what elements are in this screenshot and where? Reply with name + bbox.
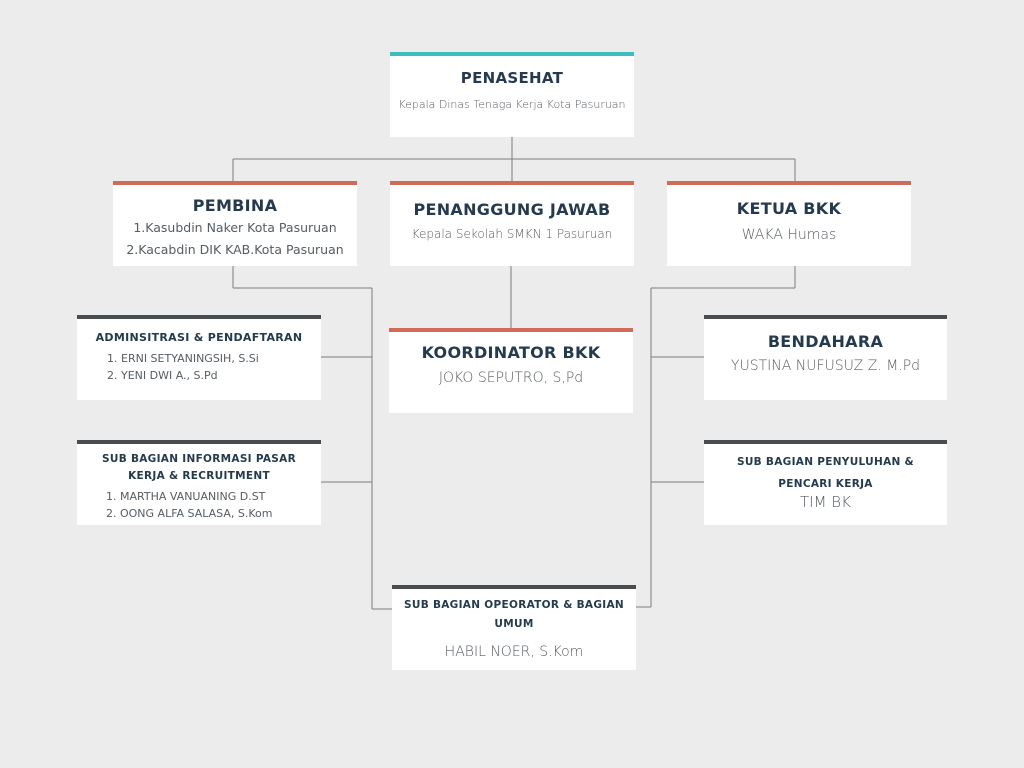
informasi-pasar-item: 1. MARTHA VANUANING D.ST bbox=[106, 490, 266, 503]
koordinator-bkk-box: KOORDINATOR BKK JOKO SEPUTRO, S,Pd bbox=[389, 328, 633, 413]
penanggung-jawab-title: PENANGGUNG JAWAB bbox=[413, 200, 611, 219]
koordinator-bkk-subtitle: JOKO SEPUTRO, S,Pd bbox=[438, 370, 584, 386]
administrasi-item: 2. YENI DWI A., S.Pd bbox=[107, 369, 218, 382]
informasi-pasar-box: SUB BAGIAN INFORMASI PASAR KERJA & RECRU… bbox=[77, 440, 321, 525]
penyuluhan-subtitle: TIM BK bbox=[800, 493, 851, 511]
operator-title: SUB BAGIAN OPEORATOR & BAGIAN UMUM bbox=[404, 599, 624, 630]
bendahara-title: BENDAHARA bbox=[767, 332, 884, 351]
administrasi-box: ADMINSITRASI & PENDAFTARAN 1. ERNI SETYA… bbox=[77, 315, 321, 400]
penasehat-subtitle: Kepala Dinas Tenaga Kerja Kota Pasuruan bbox=[398, 98, 626, 111]
informasi-pasar-title: SUB BAGIAN INFORMASI PASAR KERJA & RECRU… bbox=[102, 453, 296, 482]
informasi-pasar-list: 1. MARTHA VANUANING D.ST 2. OONG ALFA SA… bbox=[85, 488, 313, 522]
ketua-bkk-title: KETUA BKK bbox=[736, 199, 842, 218]
bendahara-subtitle: YUSTINA NUFUSUZ Z. M.Pd bbox=[730, 358, 921, 374]
pembina-box: PEMBINA 1.Kasubdin Naker Kota Pasuruan 2… bbox=[113, 181, 357, 266]
penanggung-jawab-subtitle: Kepala Sekolah SMKN 1 Pasuruan bbox=[411, 227, 613, 241]
pembina-list: 1.Kasubdin Naker Kota Pasuruan 2.Kacabdi… bbox=[113, 217, 357, 261]
penanggung-jawab-box: PENANGGUNG JAWAB Kepala Sekolah SMKN 1 P… bbox=[390, 181, 634, 266]
administrasi-item: 1. ERNI SETYANINGSIH, S.Si bbox=[107, 352, 259, 365]
ketua-bkk-box: KETUA BKK WAKA Humas bbox=[667, 181, 911, 266]
pembina-item: 1.Kasubdin Naker Kota Pasuruan bbox=[133, 220, 337, 235]
operator-box: SUB BAGIAN OPEORATOR & BAGIAN UMUM HABIL… bbox=[392, 585, 636, 670]
penyuluhan-title: SUB BAGIAN PENYULUHAN & PENCARI KERJA bbox=[736, 456, 914, 490]
bendahara-box: BENDAHARA YUSTINA NUFUSUZ Z. M.Pd bbox=[704, 315, 947, 400]
penasehat-box: PENASEHAT Kepala Dinas Tenaga Kerja Kota… bbox=[390, 52, 634, 137]
penasehat-title: PENASEHAT bbox=[460, 69, 564, 87]
administrasi-list: 1. ERNI SETYANINGSIH, S.Si 2. YENI DWI A… bbox=[77, 350, 321, 384]
pembina-item: 2.Kacabdin DIK KAB.Kota Pasuruan bbox=[126, 242, 344, 257]
administrasi-title: ADMINSITRASI & PENDAFTARAN bbox=[95, 331, 303, 344]
ketua-bkk-subtitle: WAKA Humas bbox=[741, 227, 837, 243]
operator-subtitle: HABIL NOER, S.Kom bbox=[444, 644, 584, 660]
informasi-pasar-item: 2. OONG ALFA SALASA, S.Kom bbox=[106, 507, 273, 520]
penyuluhan-box: SUB BAGIAN PENYULUHAN & PENCARI KERJA TI… bbox=[704, 440, 947, 525]
pembina-title: PEMBINA bbox=[192, 196, 278, 215]
koordinator-bkk-title: KOORDINATOR BKK bbox=[421, 343, 601, 362]
